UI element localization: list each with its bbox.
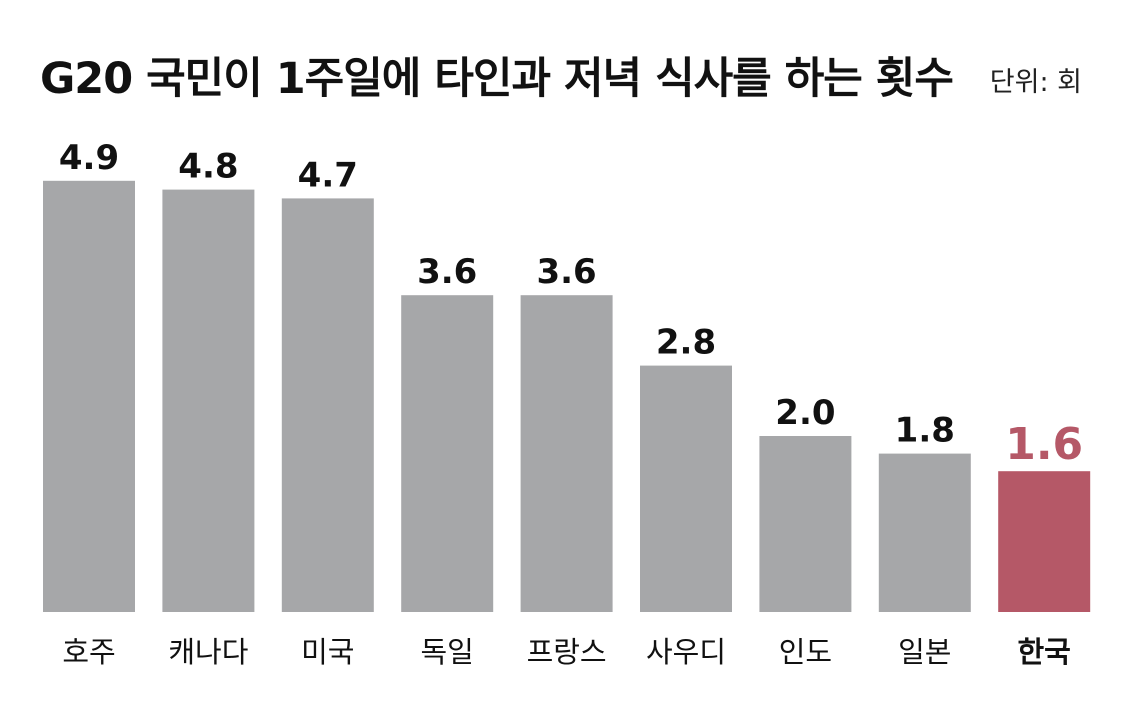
category-label-2: 캐나다 (168, 635, 248, 669)
category-label-9: 한국 (1018, 635, 1071, 669)
value-label-2: 4.8 (178, 147, 238, 187)
category-label-1: 호주 (62, 635, 115, 669)
chart-title: G20 국민이 1주일에 타인과 저녁 식사를 하는 횟수 (40, 54, 954, 104)
category-label-4: 독일 (421, 635, 474, 669)
category-label-5: 프랑스 (527, 635, 607, 669)
value-label-9: 1.6 (1005, 419, 1083, 470)
category-label-8: 일본 (898, 635, 951, 669)
bar-3 (281, 198, 374, 612)
bar-4 (401, 295, 494, 612)
value-label-5: 3.6 (536, 252, 596, 292)
value-label-3: 4.7 (298, 155, 358, 195)
bar-5 (520, 295, 613, 612)
bar-2 (162, 189, 255, 612)
category-label-7: 인도 (779, 635, 832, 669)
value-label-7: 2.0 (775, 393, 835, 433)
bar-1 (43, 180, 135, 613)
category-label-6: 사우디 (646, 635, 726, 669)
bar-6 (640, 365, 732, 612)
bar-8 (878, 453, 971, 612)
value-label-6: 2.8 (656, 323, 716, 363)
bar-9 (998, 471, 1091, 612)
value-label-4: 3.6 (417, 252, 477, 292)
value-label-8: 1.8 (895, 411, 955, 451)
chart-header: G20 국민이 1주일에 타인과 저녁 식사를 하는 횟수 단위: 회 (40, 44, 1110, 114)
unit-label: 단위: 회 (989, 67, 1082, 98)
bar-7 (759, 436, 852, 612)
value-label-1: 4.9 (59, 138, 119, 178)
category-label-3: 미국 (301, 635, 354, 669)
